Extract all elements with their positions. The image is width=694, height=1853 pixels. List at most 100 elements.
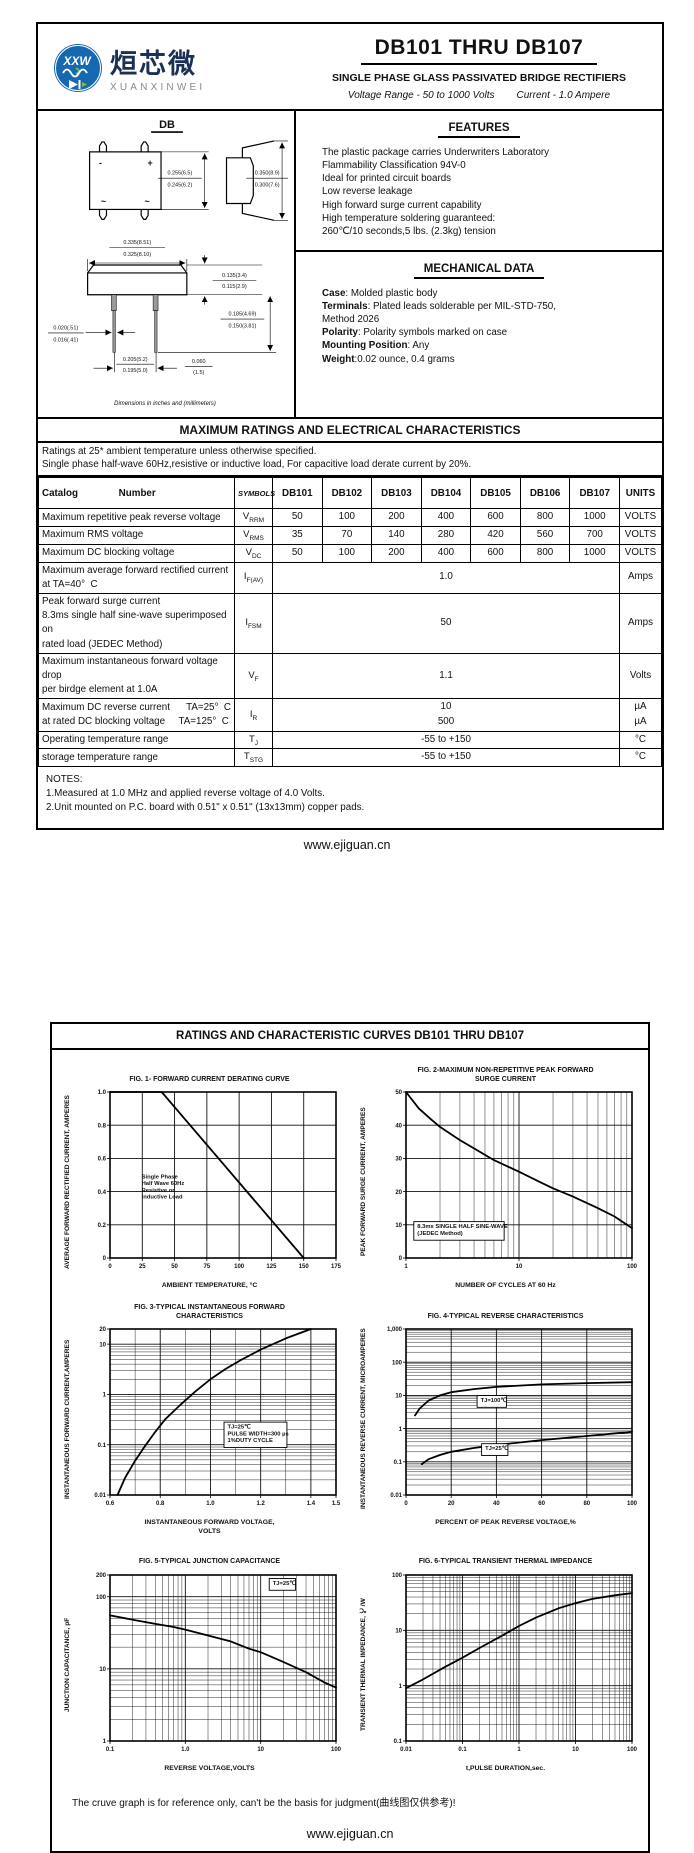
svg-text:20: 20: [99, 1327, 106, 1333]
svg-text:10: 10: [572, 1747, 579, 1753]
ac-mark-1: ~: [101, 196, 106, 206]
x-axis-label: PERCENT OF PEAK REVERSE VOLTAGE,%: [435, 1519, 576, 1527]
svg-text:100: 100: [96, 1595, 107, 1601]
rating-value-span: -55 to +150: [272, 748, 620, 768]
rating-value: 70: [321, 526, 373, 545]
rating-value: 400: [420, 508, 472, 528]
svg-text:20: 20: [395, 1190, 402, 1196]
svg-text:80: 80: [583, 1501, 590, 1507]
notes-section: NOTES: 1.Measured at 1.0 MHz and applied…: [38, 767, 662, 828]
current-rating: Current - 1.0 Ampere: [516, 90, 611, 101]
svg-text:25: 25: [139, 1264, 146, 1270]
svg-text:30: 30: [395, 1157, 402, 1163]
svg-text:(JEDEC Method): (JEDEC Method): [417, 1231, 462, 1237]
feature-item: High temperature soldering guaranteed:: [322, 212, 496, 224]
y-axis-label: INSTANTANEOUS REVERSE CURRENT, MICROAMPE…: [359, 1328, 367, 1510]
x-axis-label: AMBIENT TEMPERATURE, °C: [161, 1282, 258, 1290]
polarity-plus-mark: +: [148, 158, 153, 168]
svg-text:1.0: 1.0: [181, 1747, 190, 1753]
svg-text:20: 20: [448, 1501, 455, 1507]
chart-plot-area: 0 20 40 60 80 100 0.01 0.1 1 10 100 1,000 TJ=100℃ TJ=…: [387, 1327, 638, 1507]
ratings-row: Maximum RMS voltage VRMS 35 70 140 280 420 560 7…: [38, 526, 662, 545]
range-line: Voltage Range - 50 to 1000 Volts Current…: [304, 90, 654, 101]
curves-section-heading: RATINGS AND CHARACTERISTIC CURVES DB101 …: [52, 1024, 648, 1051]
fig5-junction-capacitance-chart: FIG. 5-TYPICAL JUNCTION CAPACITANCE JUNCT…: [60, 1547, 344, 1774]
rating-value: 50: [272, 543, 323, 563]
rating-value: 200: [371, 543, 422, 563]
website-link-page2[interactable]: www.ejiguan.cn: [306, 1826, 394, 1841]
svg-text:100: 100: [627, 1747, 638, 1753]
ratings-conditions: Ratings at 25* ambient temperature unles…: [38, 443, 662, 478]
rating-value: 800: [519, 543, 571, 563]
ratings-header-row: Catalog Number SYMBOLS DB101 DB102 DB103…: [38, 477, 662, 510]
feature-item: High forward surge current capability: [322, 199, 482, 211]
svg-text:0.8: 0.8: [156, 1501, 165, 1507]
svg-text:Inductive Load: Inductive Load: [142, 1195, 183, 1201]
dim-height-min: 0.245(6.2): [167, 183, 192, 189]
rating-value: 400: [420, 543, 472, 563]
svg-text:200: 200: [96, 1573, 107, 1579]
rating-value-span: 1.1: [272, 652, 620, 700]
svg-text:1: 1: [404, 1264, 408, 1270]
svg-text:1: 1: [103, 1739, 107, 1745]
svg-text:PULSE WIDTH=300 µs: PULSE WIDTH=300 µs: [228, 1431, 289, 1437]
rating-value: 600: [470, 508, 521, 528]
svg-text:0.1: 0.1: [458, 1747, 467, 1753]
rating-value: 50: [272, 508, 323, 528]
row-units: °C: [619, 730, 662, 750]
website-link-page1[interactable]: www.ejiguan.cn: [303, 838, 391, 853]
chart-plot-area: 0.6 0.8 1.0 1.2 1.4 1.5 0.01 0.1 1 10 20 TJ=25℃PULS…: [94, 1327, 341, 1507]
row-label: Operating temperature range: [38, 730, 235, 750]
dim-lead-width-min: 0.016(.41): [53, 337, 78, 343]
chart-title: FIG. 6-TYPICAL TRANSIENT THERMAL IMPEDAN…: [418, 1558, 593, 1566]
package-diagram-panel: DB - + ~ ~ 0.255(6.5) 0.245(6.2): [38, 111, 296, 417]
features-heading: FEATURES: [438, 122, 520, 138]
company-logo: XXW 烜芯微 XUANXINWEI: [52, 42, 304, 94]
svg-text:0.6: 0.6: [106, 1501, 115, 1507]
dim-body-thickness-min: 0.115(2.9): [222, 284, 247, 290]
note-1: 1.Measured at 1.0 MHz and applied revers…: [46, 787, 325, 799]
svg-text:1.0: 1.0: [206, 1501, 215, 1507]
dim-offset-mm: (1.5): [193, 370, 204, 376]
ratings-row: Operating temperature range TJ -55 to +150…: [38, 730, 662, 750]
fig2-peak-forward-surge-chart: FIG. 2-MAXIMUM NON-REPETITIVE PEAK FORWA…: [356, 1064, 640, 1291]
row-symbol: IFSM: [234, 592, 273, 654]
svg-text:0.8: 0.8: [98, 1124, 107, 1130]
svg-text:10: 10: [516, 1264, 523, 1270]
x-axis-label: REVERSE VOLTAGE,VOLTS: [164, 1764, 255, 1772]
header: XXW 烜芯微 XUANXINWEI DB101 THRU DB107 SING…: [38, 24, 662, 111]
rating-value: 100: [321, 543, 373, 563]
rating-value: 200: [371, 508, 422, 528]
part-header-db107: DB107: [569, 477, 620, 510]
row-symbol: VRMS: [234, 526, 273, 545]
mechanical-item: Case: Molded plastic body: [322, 287, 438, 299]
chart-title: FIG. 5-TYPICAL JUNCTION CAPACITANCE: [138, 1558, 281, 1566]
svg-text:100: 100: [234, 1264, 245, 1270]
datasheet-page-2: RATINGS AND CHARACTERISTIC CURVES DB101 …: [50, 1022, 650, 1853]
svg-text:0.2: 0.2: [98, 1223, 107, 1229]
y-axis-label: PEAK FORWARD SURGE CURRENT, AMPERES: [359, 1107, 367, 1257]
row-units: Volts: [619, 652, 662, 700]
dimensions-caption: Dimensions in inches and (millimeters): [114, 401, 216, 407]
condition-line-2: Single phase half-wave 60Hz,resistive or…: [42, 458, 472, 470]
x-axis-label: INSTANTANEOUS FORWARD VOLTAGE, VOLTS: [144, 1519, 275, 1535]
svg-text:175: 175: [331, 1264, 342, 1270]
rating-value-span: 10 500: [272, 698, 620, 732]
rating-value: 600: [470, 543, 521, 563]
reference-disclaimer: The cruve graph is for reference only, c…: [72, 1797, 456, 1809]
mechanical-item: Method 2026: [322, 314, 380, 326]
fig4-reverse-characteristics-chart: FIG. 4-TYPICAL REVERSE CHARACTERISTICS IN…: [356, 1301, 640, 1537]
catalog-number-header: Catalog Number: [38, 477, 235, 510]
x-axis-label: t,PULSE DURATION,sec.: [465, 1764, 546, 1772]
svg-text:0: 0: [103, 1256, 107, 1262]
dim-pitch-min: 0.195(5.0): [123, 368, 148, 374]
part-header-db103: DB103: [371, 477, 422, 510]
svg-text:0.1: 0.1: [106, 1747, 115, 1753]
mechanical-item: Terminals: Plated leads solderable per M…: [322, 301, 556, 312]
part-header-db104: DB104: [420, 477, 472, 510]
notes-heading: NOTES:: [46, 774, 83, 786]
dim-width-max: 0.335(8.51): [123, 240, 151, 246]
row-units: VOLTS: [619, 526, 662, 545]
svg-text:0.01: 0.01: [94, 1493, 106, 1499]
rating-value-span: 50: [272, 592, 620, 654]
